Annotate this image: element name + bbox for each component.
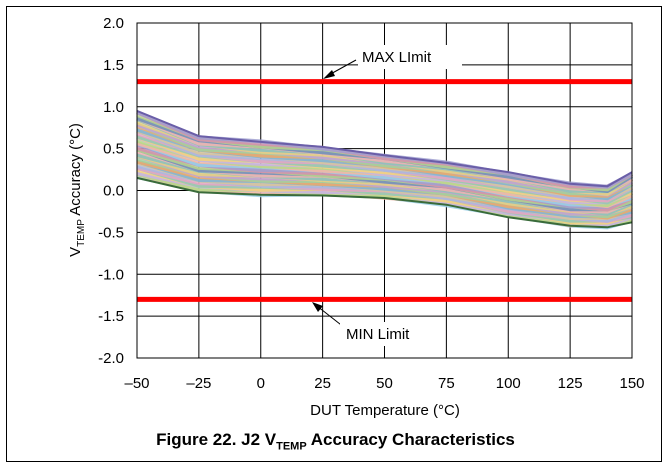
y-axis-label-subscript: TEMP [76,219,87,247]
series-line-lower-edge [136,176,633,229]
min-arrow-head [312,302,323,312]
y-tick-labels: 2.0 1.5 1.0 0.5 0.0 -0.5 -1.0 -1.5 -2.0 [98,15,124,367]
y-tick-label: 1.0 [103,99,124,116]
y-tick-label: -0.5 [98,224,124,241]
x-tick-label: 125 [558,375,583,392]
caption-subscript: TEMP [276,440,307,453]
x-tick-label: 0 [257,375,265,392]
caption-text-after: Accuracy Characteristics [306,430,515,449]
x-tick-label: –25 [186,375,211,392]
x-tick-label: 50 [376,375,393,392]
y-tick-label: -1.5 [98,308,124,325]
x-tick-label: 75 [438,375,455,392]
series-line-upper-edge [136,109,633,188]
max-limit-annotation: MAX LImit [323,45,462,79]
y-axis-label-prefix: V [67,247,84,257]
x-axis-label: DUT Temperature (°C) [310,402,460,419]
limit-lines [137,79,632,302]
min-limit-annotation: MIN Limit [312,302,432,346]
y-tick-label: 1.5 [103,57,124,74]
min-label-bg [340,322,432,346]
y-tick-label: 2.0 [103,15,124,32]
plot-border [136,22,633,359]
caption-text-before: Figure 22. J2 V [156,430,277,449]
max-limit-label: MAX LImit [362,49,432,66]
y-tick-label: 0.5 [103,141,124,158]
accuracy-chart: –50 –25 0 25 50 75 100 125 150 2.0 1.5 1.0 0.5 0.0 -0… [67,15,645,419]
x-tick-label: 25 [314,375,331,392]
min-limit-label: MIN Limit [346,326,410,343]
x-tick-label: 150 [619,375,644,392]
y-axis-label-suffix: Accuracy (°C) [67,123,84,219]
y-tick-label: -1.0 [98,266,124,283]
y-tick-label: -2.0 [98,350,124,367]
y-tick-label: 0.0 [103,183,124,200]
max-arrow-head [323,70,335,79]
x-tick-label: 100 [496,375,521,392]
max-label-bg [358,45,462,69]
x-tick-labels: –50 –25 0 25 50 75 100 125 150 [124,375,644,392]
figure-caption: Figure 22. J2 VTEMP Accuracy Characteris… [0,430,671,452]
x-tick-label: –50 [124,375,149,392]
series-group [136,109,634,230]
y-axis-label: VTEMP Accuracy (°C) [67,123,87,257]
